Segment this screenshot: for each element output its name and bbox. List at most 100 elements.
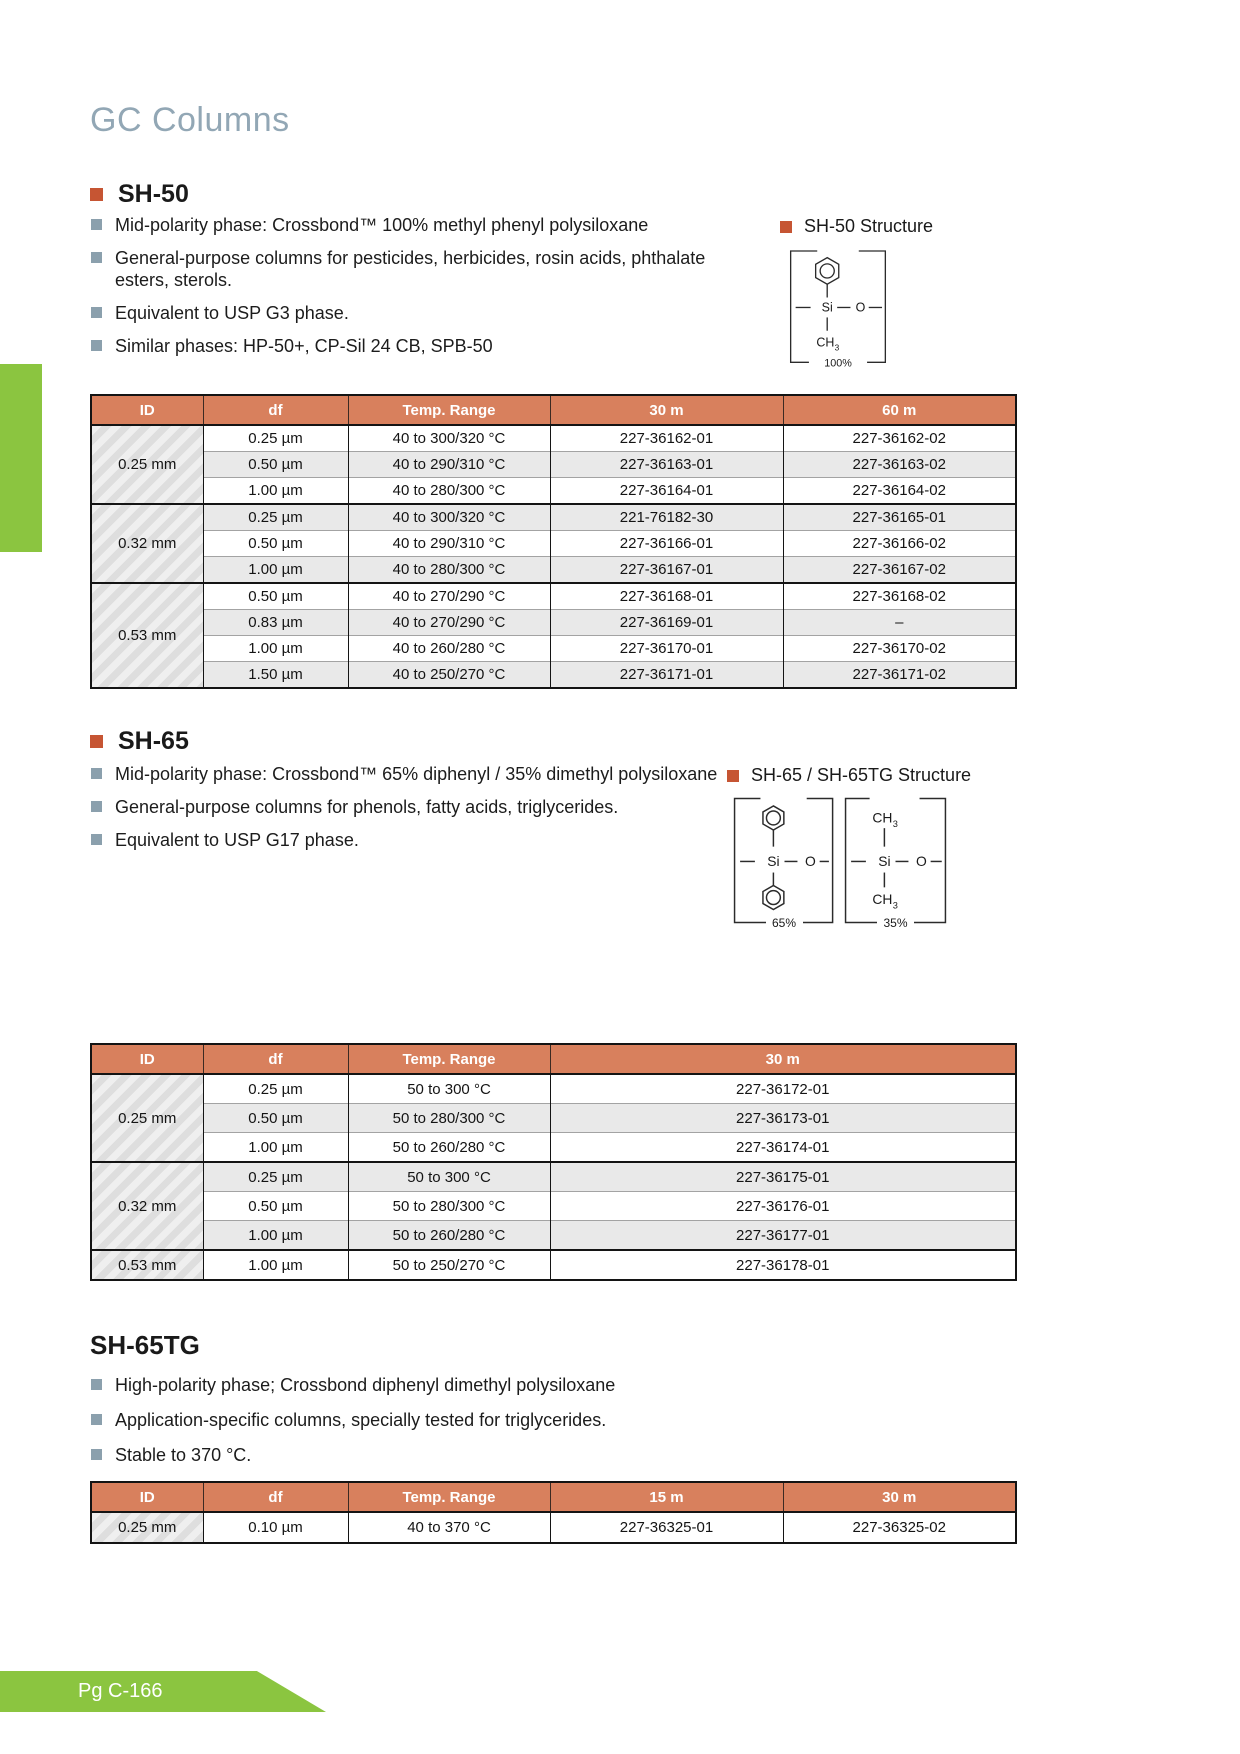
bullet-item: General-purpose columns for phenols, fat…	[90, 796, 750, 818]
bullet-square-icon	[91, 1449, 102, 1460]
table-row: 0.53 mm 0.50 µm 40 to 270/290 °C 227-361…	[90, 582, 1017, 688]
bullet-square-icon	[91, 252, 102, 263]
temp-cell: 40 to 260/280 °C	[347, 635, 551, 662]
df-cell: 0.50 µm	[202, 1103, 349, 1133]
bullet-square-icon	[91, 1379, 102, 1390]
cat-60m-cell: 227-36164-02	[782, 477, 1017, 504]
df-cell: 0.50 µm	[202, 582, 349, 610]
cat-30m-cell: 227-36173-01	[549, 1103, 1017, 1133]
temp-cell: 40 to 300/320 °C	[347, 503, 551, 531]
atom-ch: CH	[872, 810, 892, 826]
temp-cell: 50 to 300 °C	[347, 1161, 551, 1192]
sh65tg-bullet-list: High-polarity phase; Crossbond diphenyl …	[90, 1374, 750, 1479]
temp-cell: 40 to 370 °C	[347, 1511, 551, 1543]
col-header-30m: 30 m	[549, 394, 784, 426]
sh65tg-table: ID df Temp. Range 15 m 30 m 0.25 mm 0.10…	[90, 1481, 1017, 1544]
orange-square-icon	[90, 188, 103, 201]
atom-ch: CH	[816, 336, 834, 350]
sh50-structure-label: SH-50 Structure	[780, 216, 933, 237]
df-cell: 0.50 µm	[202, 451, 349, 478]
cat-30m-cell: 221-76182-30	[549, 503, 784, 531]
table-row: 0.83 µm 40 to 270/290 °C 227-36169-01 –	[91, 609, 1017, 636]
section-edge-tab	[0, 364, 42, 552]
col-header-temp: Temp. Range	[347, 394, 551, 426]
df-cell: 0.25 µm	[202, 1073, 349, 1104]
cat-60m-cell: 227-36171-02	[782, 661, 1017, 688]
df-cell: 0.25 µm	[202, 1161, 349, 1192]
cat-60m-cell: 227-36167-02	[782, 556, 1017, 583]
page-footer-banner: Pg C-166	[0, 1671, 326, 1712]
df-cell: 1.00 µm	[202, 1132, 349, 1162]
table-row: 0.25 mm 0.25 µm 40 to 300/320 °C 227-361…	[90, 424, 1017, 504]
col-header-id: ID	[90, 1481, 204, 1513]
temp-cell: 50 to 260/280 °C	[347, 1220, 551, 1250]
section-heading-sh65: SH-65	[90, 727, 189, 756]
df-cell: 1.00 µm	[202, 1220, 349, 1250]
right-bracket	[803, 797, 834, 924]
temp-cell: 40 to 270/290 °C	[347, 609, 551, 636]
col-header-id: ID	[90, 1043, 204, 1075]
bullet-text: Application-specific columns, specially …	[115, 1410, 607, 1430]
df-cell: 1.50 µm	[202, 661, 349, 688]
table-row: 0.50 µm 50 to 280/300 °C 227-36173-01	[91, 1103, 1017, 1133]
sh50-structure-diagram: Si O CH 3 100%	[789, 250, 887, 369]
id-cell: 0.32 mm	[90, 503, 204, 583]
cat-30m-cell: 227-36175-01	[549, 1161, 1017, 1192]
bullet-item: Equivalent to USP G3 phase.	[90, 302, 750, 324]
cat-30m-cell: 227-36167-01	[549, 556, 784, 583]
cat-30m-cell: 227-36171-01	[549, 661, 784, 688]
temp-cell: 50 to 300 °C	[347, 1073, 551, 1104]
table-row: 0.50 µm 40 to 290/310 °C 227-36166-01 22…	[91, 530, 1017, 557]
bullet-item: General-purpose columns for pesticides, …	[90, 247, 750, 291]
sh50-bullet-list: Mid-polarity phase: Crossbond™ 100% meth…	[90, 214, 750, 368]
df-cell: 0.50 µm	[202, 1191, 349, 1221]
cat-30m-cell: 227-36176-01	[549, 1191, 1017, 1221]
bullet-text: Stable to 370 °C.	[115, 1445, 252, 1465]
bullet-text: Mid-polarity phase: Crossbond™ 65% diphe…	[115, 764, 718, 784]
col-header-df: df	[202, 394, 349, 426]
bullet-square-icon	[91, 768, 102, 779]
cat-15m-cell: 227-36325-01	[549, 1511, 784, 1543]
sh65-table: ID df Temp. Range 30 m 0.25 mm 0.25 µm 5…	[90, 1043, 1017, 1281]
atom-si: Si	[822, 301, 833, 315]
table-row: 0.50 µm 50 to 280/300 °C 227-36176-01	[91, 1191, 1017, 1221]
cat-30m-cell: 227-36170-01	[549, 635, 784, 662]
page-title: GC Columns	[90, 101, 290, 139]
cat-60m-cell: 227-36166-02	[782, 530, 1017, 557]
temp-cell: 40 to 280/300 °C	[347, 556, 551, 583]
structure-label-text: SH-65 / SH-65TG Structure	[751, 765, 972, 785]
col-header-60m: 60 m	[782, 394, 1017, 426]
right-bracket	[858, 250, 887, 363]
section-heading-sh65tg: SH-65TG	[90, 1330, 200, 1361]
cat-30m-cell: 227-36325-02	[782, 1511, 1017, 1543]
atom-o: O	[856, 301, 866, 315]
bullet-item: Equivalent to USP G17 phase.	[90, 829, 750, 851]
col-header-df: df	[202, 1043, 349, 1075]
table-header-row: ID df Temp. Range 30 m	[90, 1043, 1017, 1075]
right-bracket	[913, 797, 947, 924]
col-header-30m: 30 m	[549, 1043, 1017, 1075]
cat-30m-cell: 227-36172-01	[549, 1073, 1017, 1104]
bullet-item: High-polarity phase; Crossbond diphenyl …	[90, 1374, 750, 1396]
table-row: 0.53 mm 1.00 µm 50 to 250/270 °C 227-361…	[90, 1249, 1017, 1280]
atom-o: O	[805, 853, 816, 869]
temp-cell: 40 to 250/270 °C	[347, 661, 551, 688]
cat-60m-cell: 227-36168-02	[782, 582, 1017, 610]
section-heading-label: SH-65	[118, 727, 189, 755]
df-cell: 1.00 µm	[202, 477, 349, 504]
sh65-bullet-list: Mid-polarity phase: Crossbond™ 65% diphe…	[90, 763, 750, 862]
percent-label: 100%	[824, 357, 852, 369]
bullet-square-icon	[91, 219, 102, 230]
section-heading-sh50: SH-50	[90, 180, 189, 209]
table-row: 1.00 µm 40 to 260/280 °C 227-36170-01 22…	[91, 635, 1017, 662]
bullet-item: Stable to 370 °C.	[90, 1444, 750, 1466]
bullet-item: Similar phases: HP-50+, CP-Sil 24 CB, SP…	[90, 335, 750, 357]
orange-square-icon	[727, 769, 739, 782]
benzene-ring-icon	[762, 805, 785, 831]
id-cell: 0.25 mm	[90, 1511, 204, 1543]
atom-si: Si	[767, 853, 779, 869]
page-number: Pg C-166	[78, 1680, 163, 1702]
col-header-df: df	[202, 1481, 349, 1513]
sh65-structure-label: SH-65 / SH-65TG Structure	[727, 765, 971, 786]
cat-60m-cell: 227-36163-02	[782, 451, 1017, 478]
